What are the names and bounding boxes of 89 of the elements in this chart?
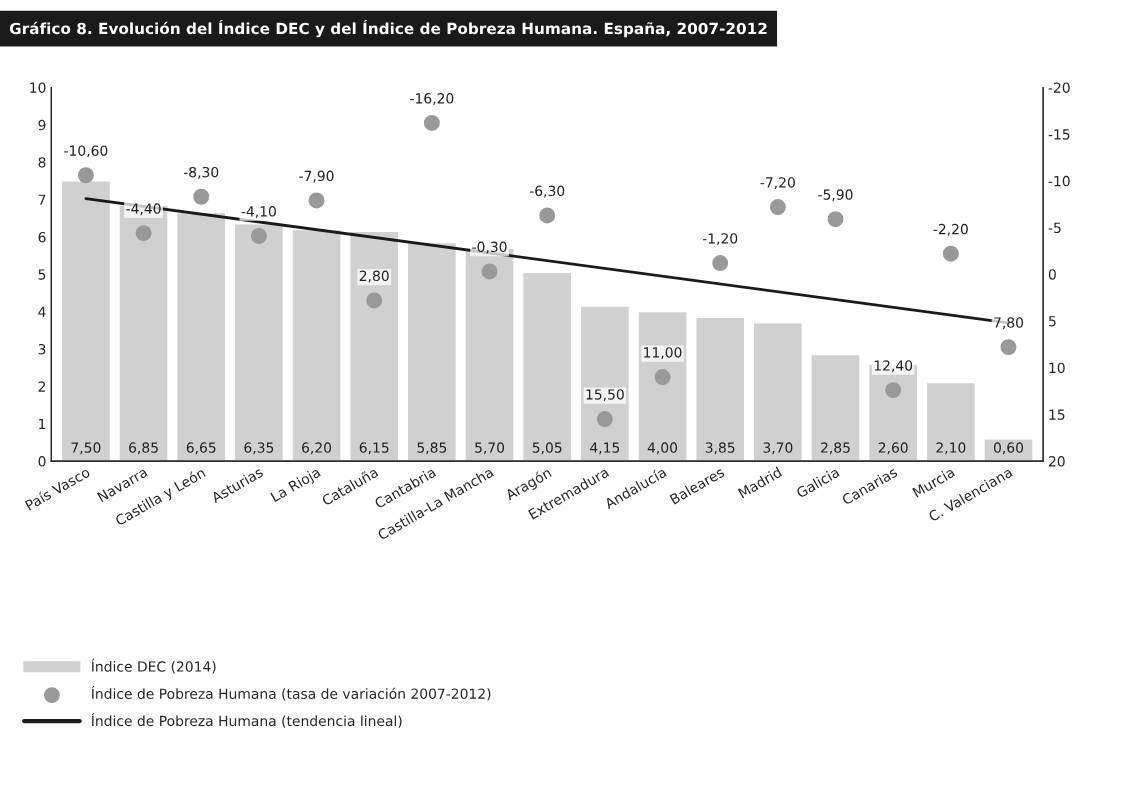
- data-label: -5,90: [818, 189, 853, 202]
- point: [250, 227, 267, 244]
- y2-tick-label: -10: [1048, 175, 1070, 187]
- bar: [349, 230, 400, 462]
- point: [77, 167, 94, 184]
- y-tick-label: 0: [38, 456, 46, 467]
- data-label: -2,20: [933, 223, 968, 236]
- data-label: 3,70: [763, 442, 793, 455]
- y2-tick-label: 20: [1048, 456, 1065, 467]
- point: [481, 263, 498, 280]
- bar: [176, 211, 227, 462]
- data-label: 4,15: [590, 442, 620, 455]
- data-label: -7,90: [299, 170, 334, 183]
- y-tick-label: 4: [38, 306, 46, 317]
- y2-tick-label: 15: [1049, 409, 1065, 420]
- point: [423, 114, 440, 131]
- data-label: 7,50: [71, 442, 101, 455]
- data-label: -10,60: [64, 145, 108, 158]
- y2-tick-label: 0: [1048, 269, 1056, 280]
- point: [308, 192, 325, 209]
- data-label: 3,85: [705, 442, 735, 455]
- data-label: -6,30: [529, 185, 565, 198]
- bar: [118, 204, 169, 462]
- y-tick-label: 10: [30, 82, 46, 93]
- data-label: 15,50: [586, 389, 624, 402]
- data-label: 2,80: [359, 270, 389, 283]
- y-tick-label: 3: [38, 343, 46, 355]
- data-label: 6,35: [244, 442, 274, 455]
- data-label: 5,85: [417, 442, 447, 455]
- legend-label: Índice de Pobreza Humana (tasa de variación 2007-2012): [91, 685, 491, 701]
- point: [596, 411, 613, 428]
- bar: [925, 381, 977, 462]
- bar: [521, 271, 573, 462]
- data-label: 2,60: [878, 442, 908, 455]
- y2-tick-label: -20: [1048, 82, 1070, 93]
- y-tick-label: 1: [39, 418, 46, 430]
- y2-tick-label: 5: [1049, 316, 1056, 327]
- point: [885, 382, 902, 399]
- bar: [291, 228, 342, 462]
- point: [712, 255, 729, 272]
- data-label: 5,70: [475, 442, 505, 455]
- bar: [694, 316, 746, 462]
- legend-label: Índice de Pobreza Humana (tendencia lineal): [91, 713, 402, 728]
- data-label: 12,40: [874, 360, 913, 373]
- data-label: 6,20: [302, 442, 332, 455]
- point: [942, 245, 959, 262]
- x-tick-label: La Rioja: [270, 466, 323, 505]
- bar: [579, 305, 631, 462]
- legend-label: Índice DEC (2014): [91, 658, 216, 674]
- y-tick-label: 6: [38, 231, 46, 243]
- y2-tick-label: -5: [1048, 222, 1061, 234]
- data-label: -1,20: [702, 233, 738, 246]
- bar: [406, 241, 458, 462]
- point: [193, 188, 210, 205]
- data-label: -7,20: [760, 177, 795, 190]
- point: [769, 199, 786, 215]
- data-label: 5,05: [532, 442, 562, 455]
- data-label: 0,60: [993, 442, 1024, 455]
- bar: [752, 322, 804, 462]
- bar: [637, 310, 688, 462]
- y-tick-label: 7: [38, 194, 46, 205]
- data-label: -4,40: [126, 203, 161, 216]
- data-label: 11,00: [644, 347, 682, 360]
- point: [366, 292, 383, 309]
- y-tick-label: 9: [38, 119, 46, 131]
- bar: [810, 353, 861, 462]
- data-label: -16,20: [410, 93, 454, 106]
- point: [135, 225, 152, 242]
- data-label: 2,85: [821, 442, 850, 455]
- bar: [60, 180, 112, 462]
- point: [539, 207, 556, 224]
- point: [827, 211, 844, 228]
- y2-tick-label: -15: [1048, 129, 1070, 140]
- data-label: -0,30: [472, 241, 507, 254]
- data-label: 4,00: [647, 442, 678, 455]
- data-label: -4,10: [241, 206, 276, 219]
- data-label: -8,30: [183, 166, 219, 179]
- chart-title: Gráfico 8. Evolución del Índice DEC y del Índice de Pobreza Humana. España, 2007-2012: [9, 19, 767, 38]
- y2-tick-label: 10: [1049, 362, 1065, 374]
- y-tick-label: 8: [38, 157, 46, 168]
- bar: [233, 223, 285, 462]
- y-tick-label: 2: [38, 381, 46, 392]
- point: [654, 369, 671, 386]
- data-label: 2,10: [936, 442, 966, 455]
- data-label: 6,65: [186, 442, 216, 455]
- data-label: 6,15: [359, 442, 389, 455]
- point: [1000, 339, 1017, 356]
- y-tick-label: 5: [38, 269, 46, 280]
- data-label: 6,85: [129, 442, 158, 455]
